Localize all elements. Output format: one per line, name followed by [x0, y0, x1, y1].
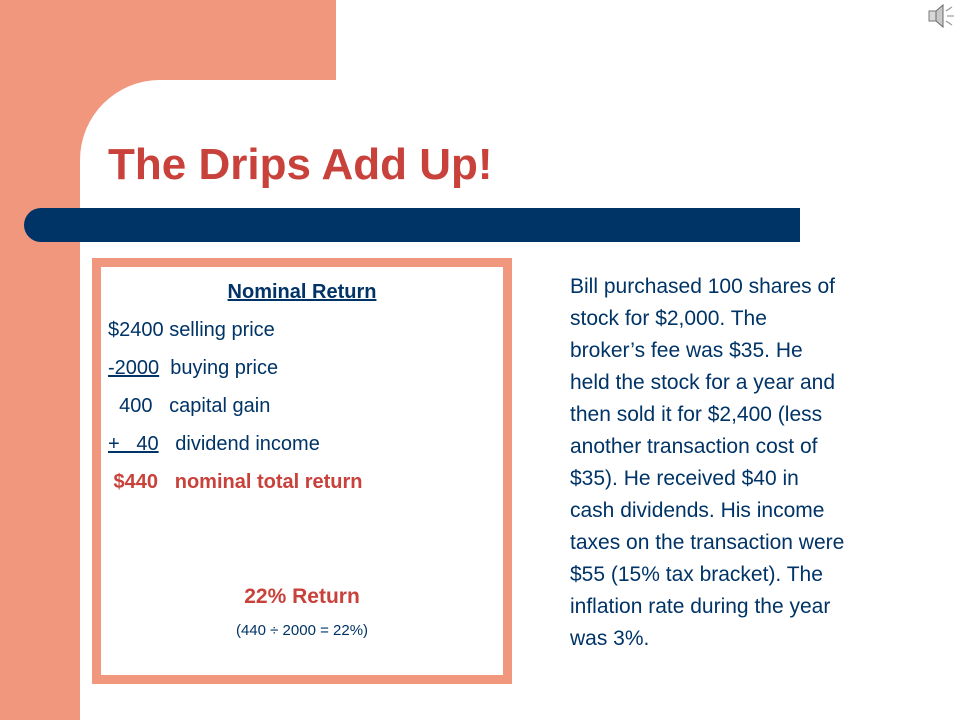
- scenario-line: was 3%.: [570, 627, 650, 650]
- decorative-top-band: [0, 0, 336, 80]
- calc-line-total: $440 nominal total return: [108, 471, 363, 494]
- slide-title: The Drips Add Up!: [108, 140, 493, 189]
- calc-line-capital-gain: 400 capital gain: [108, 395, 270, 418]
- scenario-line: stock for $2,000. The: [570, 307, 767, 330]
- scenario-line: Bill purchased 100 shares of: [570, 275, 835, 298]
- scenario-line: another transaction cost of: [570, 435, 818, 458]
- calc-line-dividend: + 40 dividend income: [108, 433, 320, 456]
- decorative-side-band: [0, 0, 80, 720]
- scenario-line: held the stock for a year and: [570, 371, 835, 394]
- nominal-return-box: Nominal Return $2400 selling price -2000…: [92, 258, 512, 684]
- calc-label: buying price: [170, 357, 279, 379]
- return-percentage: 22% Return: [244, 585, 360, 608]
- calc-label: capital gain: [169, 395, 271, 417]
- calc-amount: + 40: [108, 433, 159, 455]
- scenario-line: taxes on the transaction were: [570, 531, 845, 554]
- calc-line-buying: -2000 buying price: [108, 357, 278, 380]
- scenario-line: inflation rate during the year: [570, 595, 831, 618]
- scenario-line: $55 (15% tax bracket). The: [570, 563, 823, 586]
- title-underline-bar: [24, 208, 800, 242]
- scenario-text: Bill purchased 100 shares of stock for $…: [570, 271, 940, 655]
- speaker-icon[interactable]: [926, 2, 956, 30]
- calc-label: dividend income: [175, 433, 320, 455]
- return-calculation: (440 ÷ 2000 = 22%): [235, 622, 369, 639]
- calc-amount: -2000: [108, 357, 160, 379]
- scenario-line: $35). He received $40 in: [570, 467, 799, 490]
- nominal-return-heading: Nominal Return: [227, 281, 377, 303]
- scenario-line: broker’s fee was $35. He: [570, 339, 803, 362]
- calc-line-selling: $2400 selling price: [108, 319, 275, 342]
- calc-amount: 400: [108, 395, 153, 417]
- calc-amount: $2400: [108, 319, 164, 341]
- scenario-line: then sold it for $2,400 (less: [570, 403, 823, 426]
- calc-label: nominal total return: [174, 471, 363, 493]
- scenario-line: cash dividends. His income: [570, 499, 825, 522]
- calc-amount: $440: [108, 471, 159, 493]
- calc-label: selling price: [169, 319, 275, 341]
